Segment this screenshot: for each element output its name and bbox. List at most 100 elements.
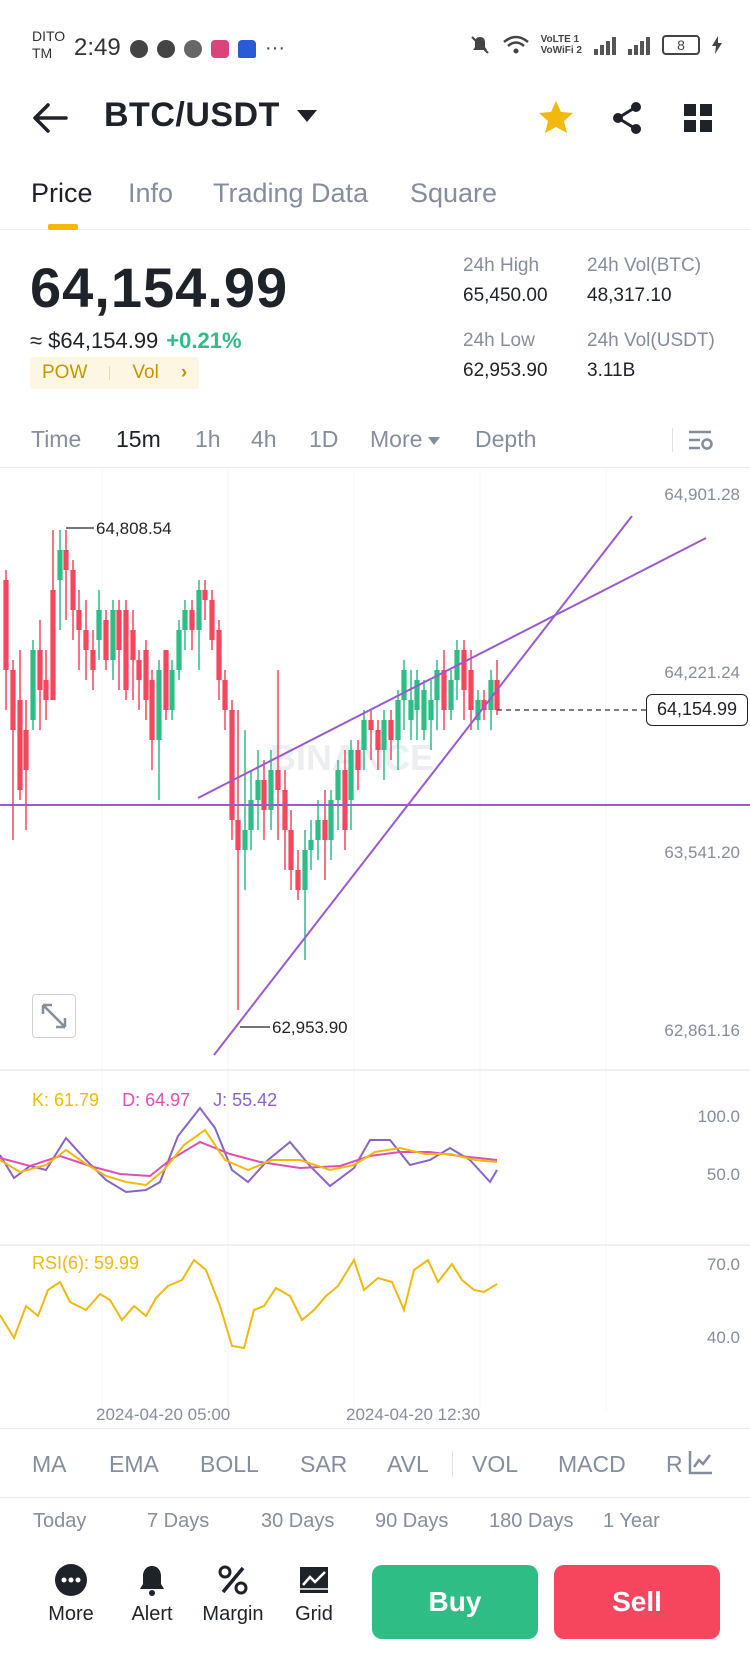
candle-body <box>149 680 155 740</box>
interval-time[interactable]: Time <box>31 426 82 452</box>
tab-square[interactable]: Square <box>410 178 498 208</box>
sell-button[interactable]: Sell <box>554 1565 720 1639</box>
star-icon[interactable] <box>536 98 576 138</box>
buy-button[interactable]: Buy <box>372 1565 538 1639</box>
candle-body <box>30 650 36 720</box>
candle-body <box>342 770 348 830</box>
rsi-axis-bottom: 40.0 <box>707 1328 740 1347</box>
header: BTC/USDT <box>0 82 750 152</box>
share-icon[interactable] <box>607 98 647 138</box>
range-180d[interactable]: 180 Days <box>489 1510 574 1532</box>
axis-label-3: 63,541.20 <box>664 843 740 862</box>
candle-body <box>96 610 102 640</box>
indicator-vol[interactable]: VOL <box>472 1451 519 1477</box>
notification-icons: ··· <box>130 37 285 60</box>
expand-icon <box>41 1003 67 1029</box>
interval-1h[interactable]: 1h <box>195 426 221 452</box>
percent-icon <box>218 1565 248 1595</box>
rsi-axis-top: 70.0 <box>707 1255 740 1274</box>
indicator-sar[interactable]: SAR <box>300 1451 348 1477</box>
range-7d[interactable]: 7 Days <box>147 1510 210 1532</box>
vol-usdt-value: 3.11B <box>587 360 636 381</box>
indicator-rsi[interactable]: R <box>666 1451 683 1477</box>
grid-button[interactable]: Grid <box>274 1563 354 1626</box>
range-1y[interactable]: 1 Year <box>603 1510 660 1532</box>
battery-icon: 8 <box>662 35 700 55</box>
time-label-1: 2024-04-20 05:00 <box>96 1405 231 1424</box>
kdj-axis-mid: 50.0 <box>707 1165 740 1184</box>
kdj-axis-top: 100.0 <box>697 1107 740 1126</box>
indicator-ema[interactable]: EMA <box>109 1451 159 1477</box>
indicator-settings-icon[interactable] <box>688 1449 714 1475</box>
status-time: 2:49 <box>74 34 121 61</box>
indicator-ma[interactable]: MA <box>32 1451 67 1477</box>
vol-usdt-label: 24h Vol(USDT) <box>587 330 715 351</box>
carrier-name: DITO TM <box>32 28 66 61</box>
candle-body <box>76 610 82 630</box>
candle-body <box>414 680 420 710</box>
candle-body <box>222 680 228 710</box>
tab-price[interactable]: Price <box>31 178 93 208</box>
kdj-k: K: 61.79 <box>32 1090 100 1110</box>
chevron-down-icon[interactable] <box>297 110 317 122</box>
interval-1d[interactable]: 1D <box>309 426 339 452</box>
tag-pow[interactable]: POW <box>42 362 88 383</box>
candle-body <box>421 690 427 730</box>
candle-body <box>123 610 129 690</box>
messenger-icon <box>130 39 148 58</box>
candle-body <box>23 730 29 770</box>
back-arrow-icon[interactable] <box>30 100 70 136</box>
indicator-macd[interactable]: MACD <box>558 1451 626 1477</box>
active-tab-indicator <box>48 224 78 230</box>
tab-trading-data[interactable]: Trading Data <box>213 178 369 208</box>
candle-body <box>209 600 215 640</box>
system-icons: VoLTE 1 VoWiFi 2 8 <box>469 34 722 56</box>
interval-15m[interactable]: 15m <box>116 426 161 452</box>
indicator-boll[interactable]: BOLL <box>200 1451 259 1477</box>
more-button[interactable]: More <box>31 1563 111 1626</box>
interval-depth[interactable]: Depth <box>475 426 537 452</box>
expand-chart-button[interactable] <box>32 994 76 1038</box>
interval-divider <box>672 428 673 452</box>
candle-body <box>235 820 241 850</box>
kdj-j: J: 55.42 <box>213 1090 278 1110</box>
kdj-k-line <box>0 1128 498 1187</box>
grid-menu-icon[interactable] <box>678 98 718 138</box>
kdj-legend: K: 61.79 D: 64.97 J: 55.42 <box>32 1090 295 1111</box>
tab-bar: Price Info Trading Data Square <box>0 160 750 230</box>
candle-body <box>395 700 401 740</box>
chevron-right-icon[interactable]: › <box>180 362 188 383</box>
alert-button[interactable]: Alert <box>112 1563 192 1626</box>
chart-settings-icon[interactable] <box>686 426 714 454</box>
kdj-d: D: 64.97 <box>122 1090 191 1110</box>
upper-trendline[interactable] <box>197 537 707 799</box>
range-today[interactable]: Today <box>33 1510 87 1532</box>
high-annotation: 64,808.54 <box>96 519 172 538</box>
pair-title[interactable]: BTC/USDT <box>104 96 280 134</box>
mute-icon <box>470 36 489 54</box>
pinwheel-icon <box>184 39 202 58</box>
candle-body <box>475 700 481 720</box>
candle-body <box>110 610 116 660</box>
margin-button[interactable]: Margin <box>193 1563 273 1626</box>
range-30d[interactable]: 30 Days <box>261 1510 335 1532</box>
kdj-d-line <box>0 1140 498 1178</box>
interval-4h[interactable]: 4h <box>251 426 277 452</box>
tab-info[interactable]: Info <box>128 178 174 208</box>
range-90d[interactable]: 90 Days <box>375 1510 449 1532</box>
candle-body <box>428 700 434 720</box>
cloud-icon <box>238 39 256 58</box>
candle-body <box>90 650 96 670</box>
last-price: 64,154.99 <box>30 256 289 319</box>
tag-row[interactable]: POW Vol › <box>30 357 200 389</box>
tag-vol[interactable]: Vol <box>132 362 159 383</box>
candlestick-chart[interactable]: BINANCE 64,808.54 62,953.90 64,901.28 64… <box>0 470 750 1430</box>
candle-body <box>381 720 387 750</box>
interval-more[interactable]: More <box>370 426 441 453</box>
price-change: +0.21% <box>166 328 242 353</box>
indicator-avl[interactable]: AVL <box>387 1451 429 1477</box>
lower-trendline[interactable] <box>213 515 633 1056</box>
price-chart[interactable]: BINANCE 64,808.54 62,953.90 64,901.28 64… <box>0 470 750 1430</box>
indicator-divider <box>452 1451 453 1477</box>
candle-body <box>229 710 235 820</box>
